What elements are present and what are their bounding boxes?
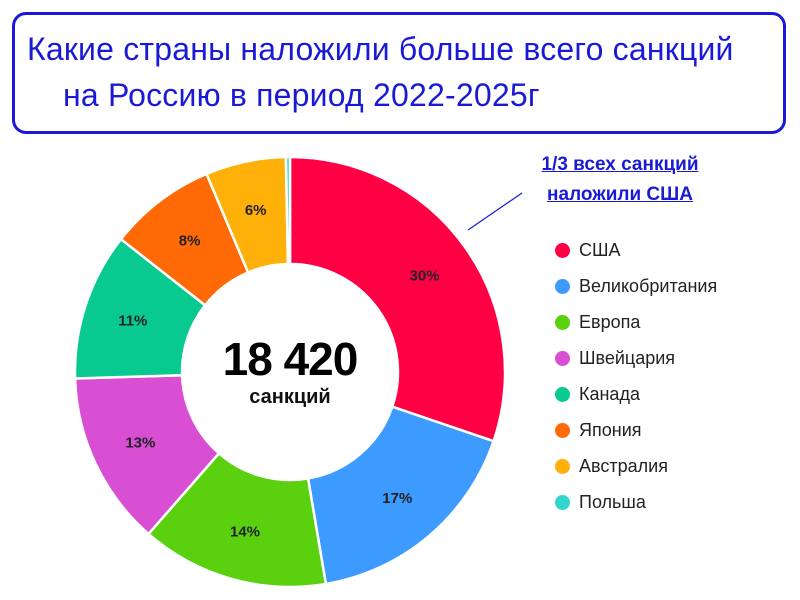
legend-label: Швейцария xyxy=(579,347,676,368)
legend-item: США xyxy=(555,232,717,268)
slice-percent-label-2: 17% xyxy=(382,490,412,507)
legend-item: Канада xyxy=(555,376,717,412)
slice-percent-label-7: 6% xyxy=(245,202,267,219)
annotation-pointer-line xyxy=(467,192,523,231)
title-box: Какие страны наложили больше всего санкц… xyxy=(12,12,786,134)
slice-percent-label-3: 14% xyxy=(230,523,260,540)
legend-item: Япония xyxy=(555,412,717,448)
slice-percent-label-6: 8% xyxy=(179,232,201,249)
usa-annotation: 1/3 всех санкций наложили США xyxy=(510,150,730,210)
donut-slice-2 xyxy=(306,405,496,586)
legend-label: Канада xyxy=(579,383,640,404)
legend-swatch xyxy=(555,278,570,294)
legend-label: Польша xyxy=(579,491,646,512)
chart-title: Какие страны наложили больше всего санкц… xyxy=(27,31,734,67)
total-sanctions-value: 18 420 xyxy=(222,333,359,385)
legend-swatch xyxy=(555,386,570,402)
legend-swatch xyxy=(555,314,570,330)
legend-label: Япония xyxy=(579,419,642,440)
donut-slice-1 xyxy=(288,155,507,443)
annotation-line2: наложили США xyxy=(547,184,693,205)
chart-subtitle: на Россию в период 2022-2025г xyxy=(63,77,540,113)
slice-percent-label-5: 11% xyxy=(118,312,147,329)
legend-item: Великобритания xyxy=(555,268,717,304)
legend-label: США xyxy=(579,239,621,260)
legend-label: Австралия xyxy=(579,455,668,476)
slice-percent-label-4: 13% xyxy=(125,435,155,452)
total-sanctions-unit: санкций xyxy=(249,386,331,408)
annotation-line1: 1/3 всех санкций xyxy=(541,154,699,175)
legend-item: Польша xyxy=(555,484,717,520)
legend-item: Швейцария xyxy=(555,340,717,376)
legend-swatch xyxy=(555,242,570,258)
slice-percent-label-1: 30% xyxy=(410,268,440,285)
legend-swatch xyxy=(555,422,570,438)
legend-swatch xyxy=(555,494,570,510)
legend-label: Великобритания xyxy=(579,275,718,296)
legend-item: Европа xyxy=(555,304,717,340)
legend-swatch xyxy=(555,350,570,366)
legend-swatch xyxy=(555,458,570,474)
legend-label: Европа xyxy=(579,311,641,332)
donut-slice-8 xyxy=(284,155,292,266)
chart-legend: США Великобритания Европа Швейцария Канада Яп… xyxy=(555,232,717,520)
legend-item: Австралия xyxy=(555,448,717,484)
